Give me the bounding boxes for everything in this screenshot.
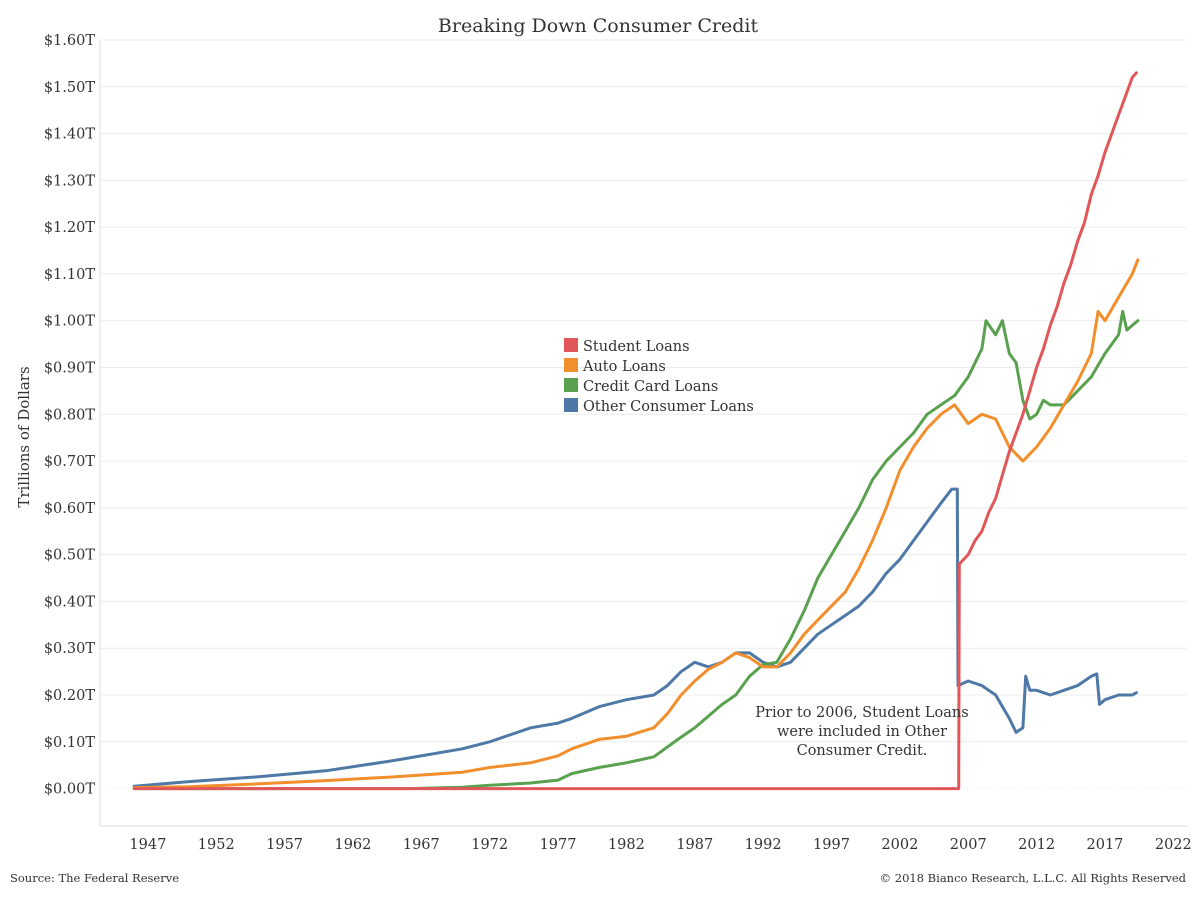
annotation-line-1: Prior to 2006, Student Loans (755, 705, 968, 721)
y-tick-label: $0.80T (44, 407, 96, 423)
legend-swatch-other-consumer-loans (564, 398, 578, 412)
legend-swatch-auto-loans (564, 358, 578, 372)
y-tick-label: $0.40T (44, 594, 96, 610)
x-tick-label: 2002 (881, 837, 918, 853)
y-tick-label: $0.30T (44, 641, 96, 657)
x-tick-label: 1987 (676, 837, 713, 853)
legend-label-credit-card-loans[interactable]: Credit Card Loans (583, 379, 718, 395)
y-tick-label: $1.00T (44, 314, 96, 330)
y-tick-label: $0.70T (44, 454, 96, 470)
y-tick-label: $0.50T (44, 548, 96, 564)
series-line-auto-loans (132, 258, 1140, 790)
legend-label-other-consumer-loans[interactable]: Other Consumer Loans (583, 399, 754, 415)
y-tick-label: $1.40T (44, 127, 96, 143)
gridlines (100, 39, 1187, 790)
x-tick-label: 1947 (129, 837, 166, 853)
y-tick-label: $1.60T (44, 33, 96, 49)
x-tick-label: 1957 (266, 837, 303, 853)
x-tick-label: 1997 (813, 837, 850, 853)
x-axis-ticks: 1947 1952 1957 1962 1967 1972 1977 1982 1987 1992… (129, 837, 1191, 853)
copyright-note: © 2018 Bianco Research, L.L.C. All Right… (880, 871, 1187, 885)
x-tick-label: 2007 (950, 837, 987, 853)
legend[interactable]: Student Loans Auto Loans Credit Card Loans… (564, 338, 754, 415)
x-tick-label: 2022 (1155, 837, 1192, 853)
x-tick-label: 1977 (540, 837, 577, 853)
annotation-line-3: Consumer Credit. (797, 743, 928, 759)
x-tick-label: 1967 (403, 837, 440, 853)
source-note: Source: The Federal Reserve (10, 871, 179, 885)
legend-label-student-loans[interactable]: Student Loans (583, 339, 690, 355)
y-tick-label: $0.90T (44, 361, 96, 377)
x-tick-label: 1982 (608, 837, 645, 853)
y-tick-label: $1.20T (44, 220, 96, 236)
series-line-other-consumer-loans (132, 487, 1138, 788)
annotation-line-2: were included in Other (777, 724, 947, 740)
y-tick-label: $1.50T (44, 80, 96, 96)
y-tick-label: $0.00T (44, 782, 96, 798)
x-tick-label: 2017 (1087, 837, 1124, 853)
y-tick-label: $0.20T (44, 688, 96, 704)
chart-title: Breaking Down Consumer Credit (438, 15, 759, 37)
series-line-student-loans (132, 71, 1138, 791)
series-lines (132, 71, 1140, 791)
legend-swatch-credit-card-loans (564, 378, 578, 392)
annotation: Prior to 2006, Student Loans were includ… (755, 705, 968, 759)
series-line-credit-card-loans (132, 309, 1140, 791)
legend-label-auto-loans[interactable]: Auto Loans (582, 359, 666, 375)
x-tick-label: 1962 (334, 837, 371, 853)
y-tick-label: $1.30T (44, 173, 96, 189)
y-axis-ticks: $0.00T $0.10T $0.20T $0.30T $0.40T $0.50T $0.6… (44, 33, 96, 798)
x-tick-label: 1952 (198, 837, 235, 853)
y-axis-label: Trillions of Dollars (15, 366, 33, 507)
x-tick-label: 1972 (471, 837, 508, 853)
y-tick-label: $1.10T (44, 267, 96, 283)
legend-swatch-student-loans (564, 338, 578, 352)
y-tick-label: $0.60T (44, 501, 96, 517)
x-tick-label: 1992 (745, 837, 782, 853)
x-tick-label: 2012 (1018, 837, 1055, 853)
y-tick-label: $0.10T (44, 735, 96, 751)
